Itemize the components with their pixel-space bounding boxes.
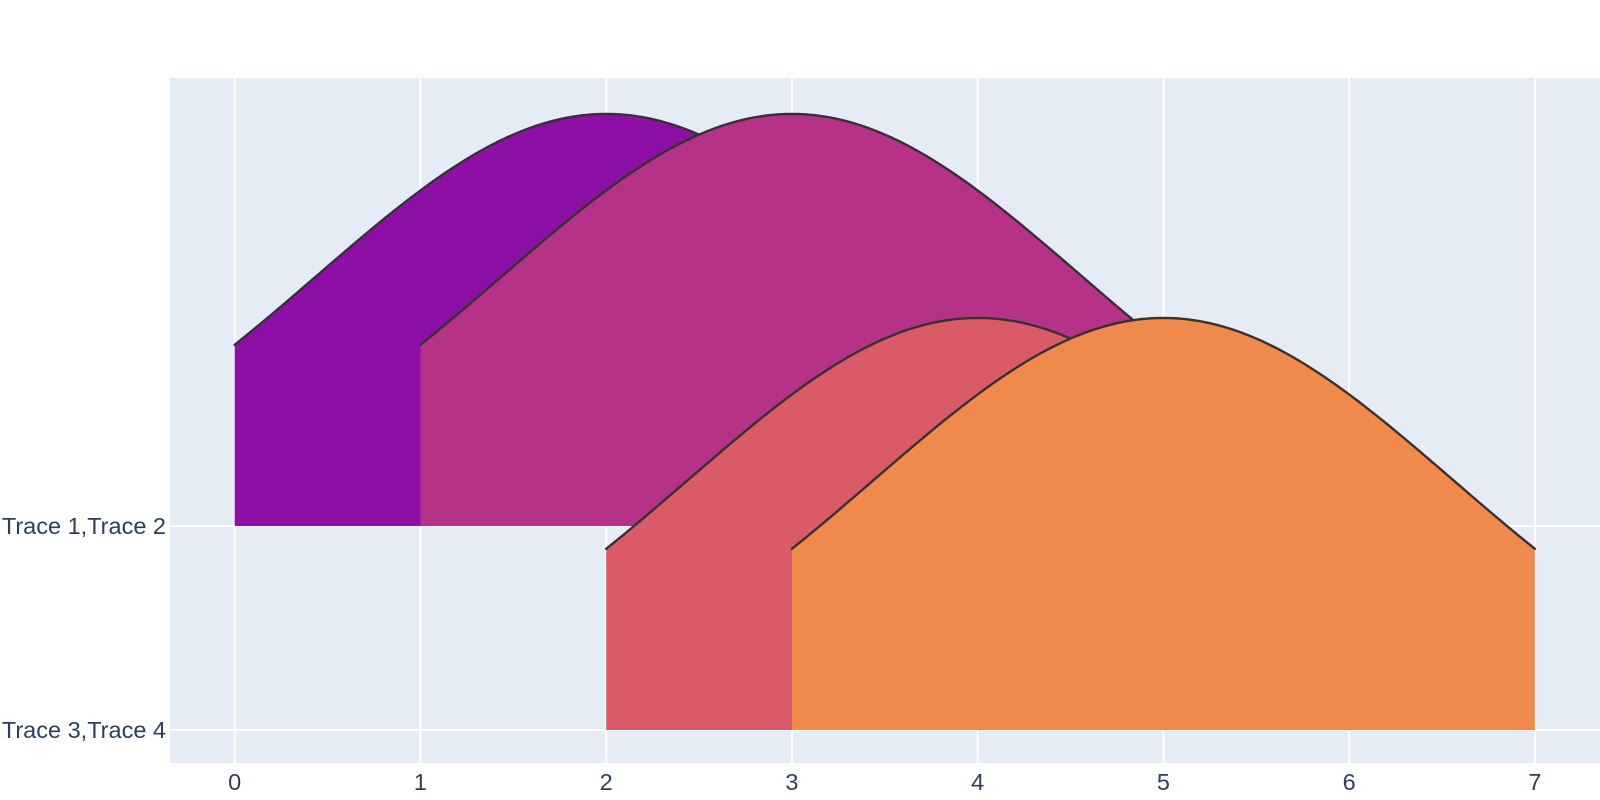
y-tick-label-0: Trace 1,Trace 2 [2, 513, 166, 539]
x-tick-label-1: 1 [414, 769, 427, 795]
ridge-fill-trace-4[interactable] [791, 317, 1535, 730]
ridge-outline-trace-4 [790, 316, 1537, 551]
x-tick-label-3: 3 [785, 769, 798, 795]
x-tick-label-2: 2 [600, 769, 613, 795]
x-tick-label-6: 6 [1343, 769, 1356, 795]
x-tick-label-4: 4 [971, 769, 984, 795]
x-tick-label-5: 5 [1157, 769, 1170, 795]
ridge-outline-trace-2 [419, 112, 1165, 347]
y-tick-label-1: Trace 3,Trace 4 [2, 717, 166, 743]
x-tick-label-0: 0 [228, 769, 241, 795]
x-tick-label-7: 7 [1528, 769, 1541, 795]
